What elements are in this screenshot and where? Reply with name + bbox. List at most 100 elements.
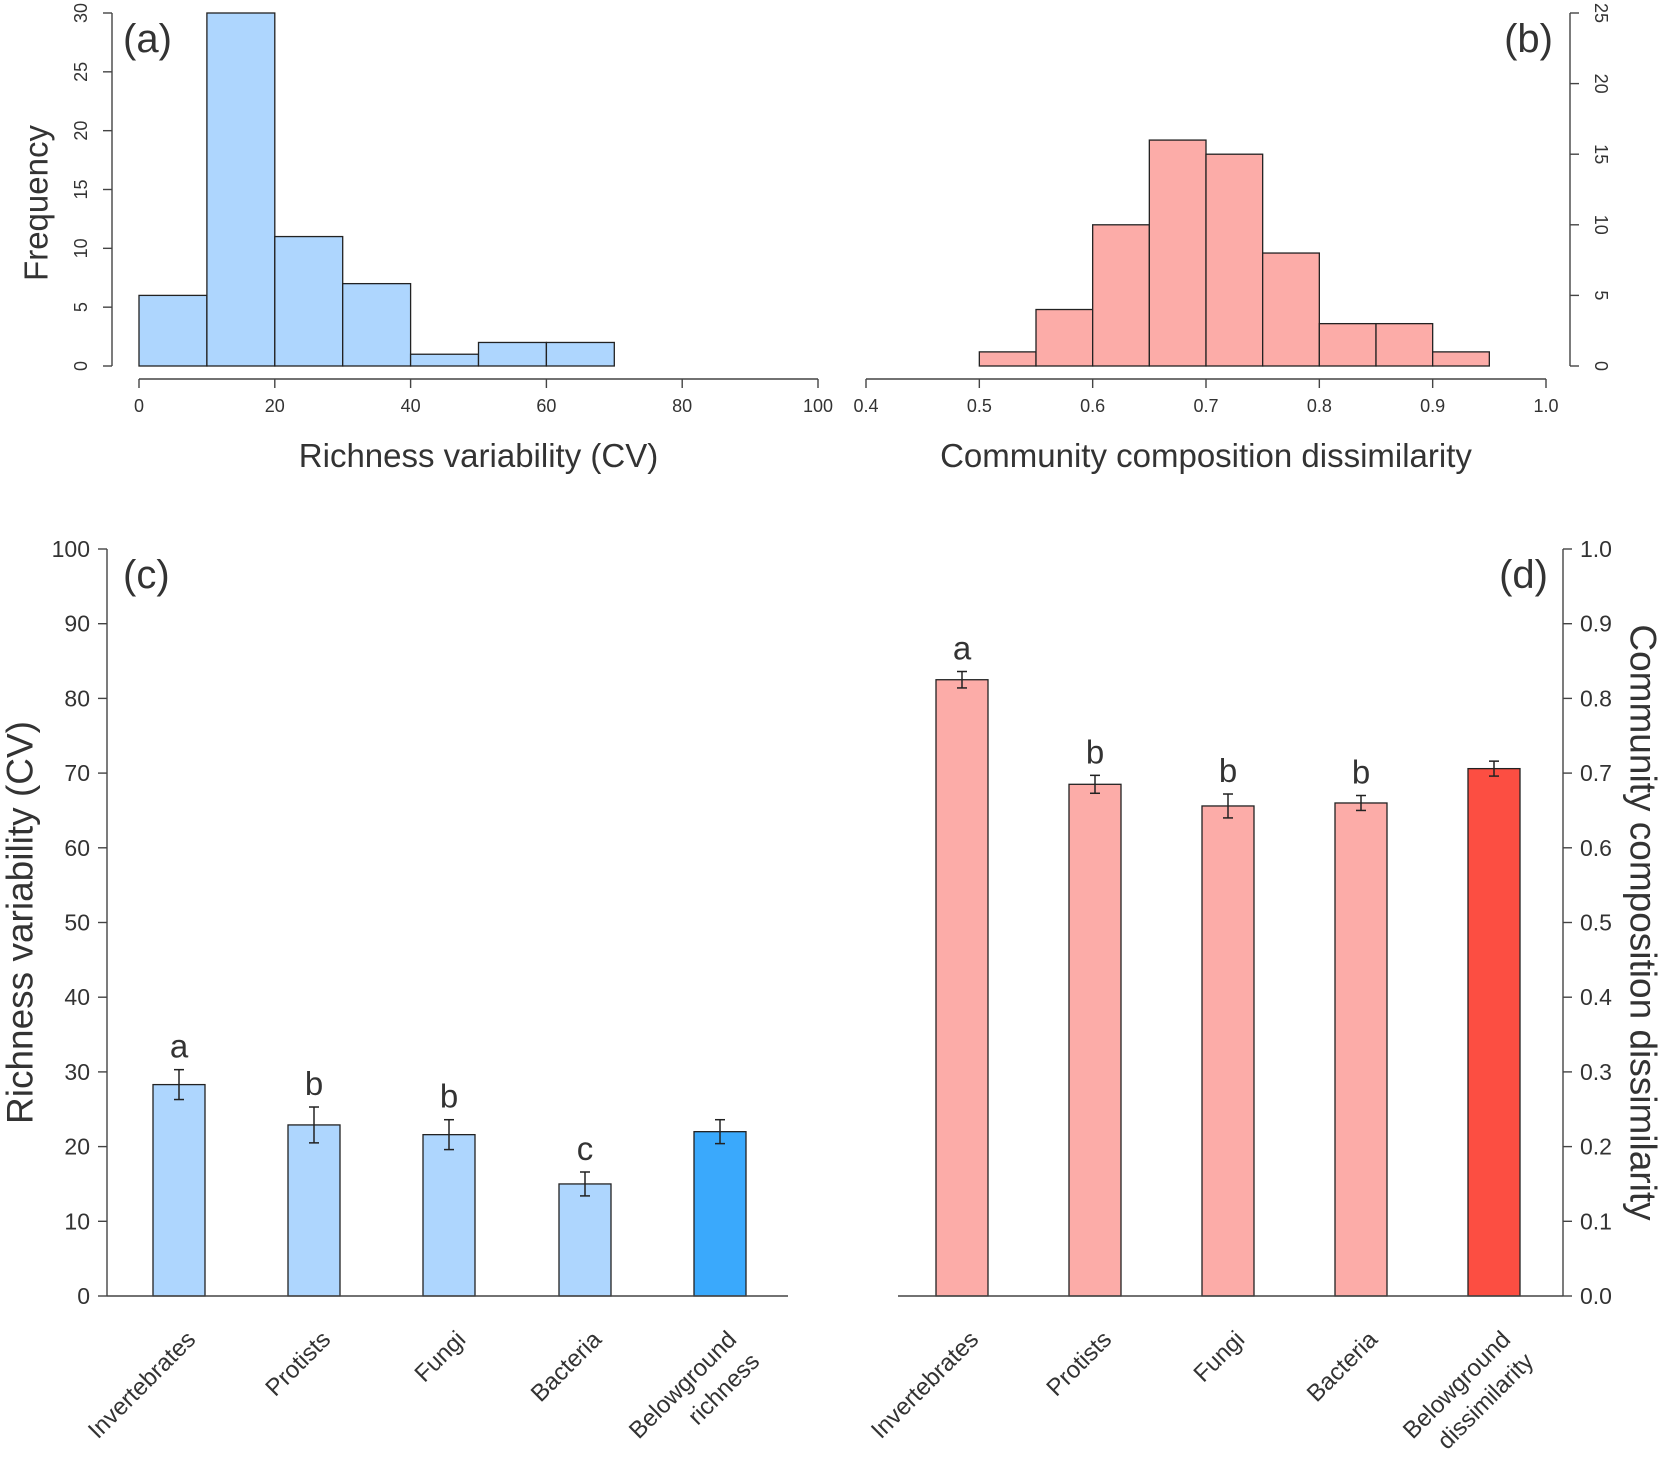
x-tick-label: 100 <box>803 396 833 416</box>
y-tick-label: 1.0 <box>1580 536 1612 562</box>
category-label: Invertebrates <box>866 1326 984 1444</box>
y-tick-label: 25 <box>71 62 91 82</box>
x-tick-label: 60 <box>536 396 556 416</box>
y-tick-label: 20 <box>1591 74 1611 94</box>
y-tick-label: 30 <box>64 1059 90 1085</box>
y-tick-label: 0.1 <box>1580 1208 1612 1234</box>
histogram-bar <box>342 282 412 367</box>
significance-letter: b <box>440 1078 458 1115</box>
bar <box>1201 805 1255 1297</box>
bar <box>693 1131 747 1297</box>
y-axis-label: Community composition dissimilarity <box>1623 624 1664 1221</box>
category-label: Fungi <box>1189 1326 1251 1388</box>
y-tick-label: 0.8 <box>1580 685 1612 711</box>
bar <box>152 1083 206 1297</box>
histogram-bar <box>1148 139 1207 367</box>
y-tick-label: 0 <box>71 361 91 371</box>
category-label: Bacteria <box>526 1326 608 1408</box>
category-label: Invertebrates <box>83 1326 201 1444</box>
y-tick-label: 0.7 <box>1580 760 1612 786</box>
panel-a-histogram: 0 20 40 60 80 100 Richness variability (CV) 0 5 1… <box>18 3 834 474</box>
y-tick-label: 0.3 <box>1580 1059 1612 1085</box>
panel-label: (b) <box>1504 17 1553 61</box>
bar <box>1467 767 1521 1297</box>
histogram-bar <box>1375 322 1434 367</box>
significance-letter: b <box>1352 754 1370 791</box>
x-tick-label: 0.7 <box>1193 396 1218 416</box>
histogram-bar <box>1205 153 1264 367</box>
histogram-bar <box>1035 308 1094 367</box>
histogram-bar <box>545 341 615 367</box>
y-axis-label: Frequency <box>18 125 55 281</box>
y-tick-label: 10 <box>71 238 91 258</box>
bar <box>287 1124 341 1297</box>
significance-letter: a <box>170 1028 189 1065</box>
y-tick-label: 15 <box>71 179 91 199</box>
x-axis-label: Community composition dissimilarity <box>940 437 1472 474</box>
category-label: Protists <box>260 1326 336 1402</box>
bar <box>935 679 989 1297</box>
y-tick-label: 70 <box>64 760 90 786</box>
panel-b-histogram: 0.4 0.5 0.6 0.7 0.8 0.9 1.0 Community compositi… <box>853 3 1611 474</box>
x-axis-label: Richness variability (CV) <box>299 437 658 474</box>
x-tick-label: 0.5 <box>967 396 992 416</box>
x-tick-label: 80 <box>672 396 692 416</box>
y-tick-label: 90 <box>64 611 90 637</box>
significance-letter: b <box>305 1065 323 1102</box>
y-tick-label: 15 <box>1591 144 1611 164</box>
histogram-bar <box>477 341 548 367</box>
histogram-bar <box>206 12 276 367</box>
x-tick-label: 20 <box>265 396 285 416</box>
y-tick-label: 0 <box>1591 361 1611 371</box>
y-tick-label: 10 <box>64 1208 90 1234</box>
x-tick-label: 0.6 <box>1080 396 1105 416</box>
category-label: Bacteria <box>1302 1326 1384 1408</box>
y-tick-label: 5 <box>71 302 91 312</box>
y-tick-label: 0.4 <box>1580 984 1612 1010</box>
y-tick-label: 5 <box>1591 290 1611 300</box>
y-tick-label: 0.5 <box>1580 910 1612 936</box>
y-tick-label: 80 <box>64 685 90 711</box>
y-tick-label: 20 <box>64 1134 90 1160</box>
histogram-bar <box>274 235 344 367</box>
y-tick-label: 100 <box>52 536 90 562</box>
histogram-bar <box>1262 252 1320 367</box>
y-tick-label: 60 <box>64 835 90 861</box>
y-tick-label: 0.0 <box>1580 1283 1612 1309</box>
panel-label: (d) <box>1499 553 1548 597</box>
x-tick-label: 1.0 <box>1533 396 1558 416</box>
y-tick-label: 10 <box>1591 215 1611 235</box>
y-tick-label: 40 <box>64 984 90 1010</box>
histogram-bar <box>1318 322 1377 367</box>
x-tick-label: 0.8 <box>1307 396 1332 416</box>
histogram-bar <box>1432 351 1490 367</box>
y-tick-label: 20 <box>71 121 91 141</box>
x-tick-label: 40 <box>401 396 421 416</box>
y-tick-label: 0 <box>77 1283 90 1309</box>
y-tick-label: 0.9 <box>1580 611 1612 637</box>
category-label: Protists <box>1041 1326 1117 1402</box>
y-tick-label: 0.6 <box>1580 835 1612 861</box>
significance-letter: a <box>953 630 972 667</box>
y-tick-label: 50 <box>64 910 90 936</box>
bar <box>1334 802 1388 1297</box>
bar <box>1068 783 1122 1297</box>
x-tick-label: 0 <box>134 396 144 416</box>
x-tick-label: 0.4 <box>853 396 878 416</box>
bar <box>422 1133 476 1297</box>
histogram-bar <box>138 294 208 367</box>
panel-label: (a) <box>123 17 172 61</box>
y-axis-label: Richness variability (CV) <box>0 721 41 1124</box>
significance-letter: b <box>1219 752 1237 789</box>
y-tick-label: 0.2 <box>1580 1134 1612 1160</box>
category-label: Fungi <box>410 1326 472 1388</box>
y-tick-label: 25 <box>1591 3 1611 23</box>
y-tick-label: 30 <box>71 3 91 23</box>
significance-letter: b <box>1086 733 1104 770</box>
significance-letter: c <box>577 1130 594 1167</box>
bar <box>558 1183 612 1297</box>
x-tick-label: 0.9 <box>1420 396 1445 416</box>
